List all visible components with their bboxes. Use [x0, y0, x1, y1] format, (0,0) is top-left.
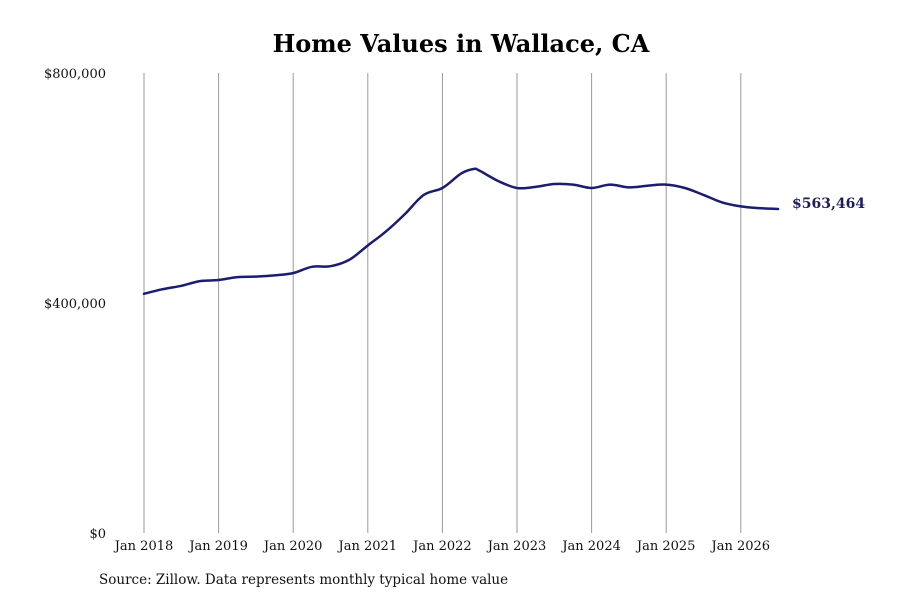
y-tick-label: $400,000 [44, 297, 106, 312]
y-axis-ticks: $0 $400,000 $800,000 [44, 67, 106, 542]
x-tick-label: Jan 2022 [411, 539, 472, 554]
x-tick-label: Jan 2020 [262, 539, 323, 554]
chart-title: Home Values in Wallace, CA [273, 29, 650, 58]
x-tick-label: Jan 2021 [337, 539, 398, 554]
x-tick-label: Jan 2023 [486, 539, 547, 554]
latest-value-label: $563,464 [792, 196, 865, 212]
home-value-line [142, 167, 780, 296]
x-tick-label: Jan 2019 [187, 539, 248, 554]
x-tick-label: Jan 2018 [113, 539, 174, 554]
x-tick-label: Jan 2026 [710, 539, 771, 554]
y-tick-label: $0 [89, 527, 106, 542]
source-note: Source: Zillow. Data represents monthly … [99, 572, 509, 588]
x-axis-ticks: Jan 2018 Jan 2019 Jan 2020 Jan 2021 Jan 2022… [113, 539, 770, 554]
vertical-gridlines [143, 73, 742, 533]
y-tick-label: $800,000 [44, 67, 106, 82]
x-tick-label: Jan 2024 [560, 539, 621, 554]
x-tick-label: Jan 2025 [635, 539, 696, 554]
